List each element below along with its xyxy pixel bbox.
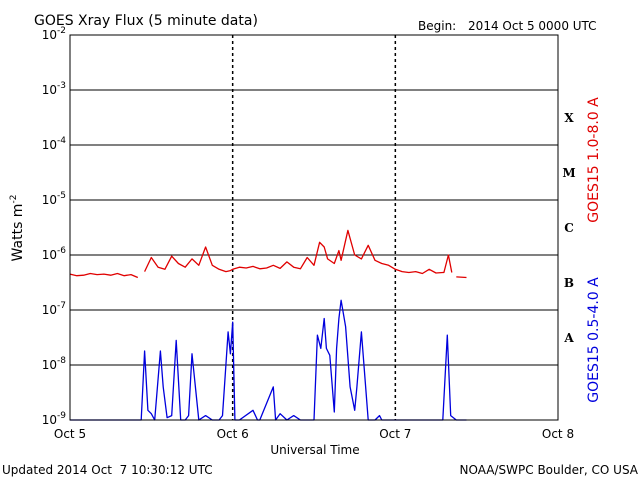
legend-series-1: GOES15 1.0-8.0 A — [586, 97, 602, 223]
flare-class-label: M — [562, 166, 575, 180]
plot-frame — [69, 34, 559, 421]
y-axis-label: Watts m-2 — [9, 195, 26, 262]
flare-class-labels: X M C B A — [562, 111, 575, 345]
flare-class-label: C — [564, 221, 574, 235]
x-tick-label: Oct 7 — [379, 427, 411, 441]
flare-class-label: X — [564, 111, 574, 125]
x-tick-labels: Oct 5 Oct 6 Oct 7 Oct 8 — [54, 427, 574, 441]
flare-class-label: A — [563, 331, 574, 345]
series-line-1 — [69, 229, 467, 279]
y-tick-labels: 10-2 10-3 10-4 10-5 10-6 10-7 10-8 10-9 — [42, 26, 558, 427]
y-axis-label-base: Watts m — [10, 204, 26, 262]
y-tick-label: 10-5 — [42, 191, 66, 207]
x-tick-label: Oct 8 — [542, 427, 574, 441]
begin-value: 2014 Oct 5 0000 UTC — [468, 19, 597, 33]
legend-series-2: GOES15 0.5-4.0 A — [586, 277, 602, 403]
chart-title: GOES Xray Flux (5 minute data) — [34, 13, 258, 29]
y-tick-label: 10-9 — [42, 411, 67, 427]
series-layer — [69, 229, 467, 421]
updated-timestamp: Updated 2014 Oct 7 10:30:12 UTC — [2, 463, 213, 477]
y-tick-label: 10-3 — [42, 81, 66, 97]
x-axis-label: Universal Time — [270, 443, 359, 457]
y-tick-label: 10-8 — [42, 356, 67, 372]
series-line-2 — [70, 299, 467, 421]
grid-lines — [70, 35, 558, 420]
x-tick-label: Oct 6 — [217, 427, 249, 441]
begin-text: Begin: 2014 Oct 5 0000 UTC — [418, 19, 597, 33]
y-tick-label: 10-2 — [42, 26, 66, 42]
y-tick-label: 10-6 — [42, 246, 67, 262]
begin-label: Begin: — [418, 19, 456, 33]
flare-class-label: B — [564, 276, 574, 290]
y-tick-label: 10-7 — [42, 301, 66, 317]
y-axis-label-exp: -2 — [9, 195, 19, 204]
x-tick-label: Oct 5 — [54, 427, 86, 441]
credit-text: NOAA/SWPC Boulder, CO USA — [460, 463, 639, 477]
y-tick-label: 10-4 — [42, 136, 67, 152]
